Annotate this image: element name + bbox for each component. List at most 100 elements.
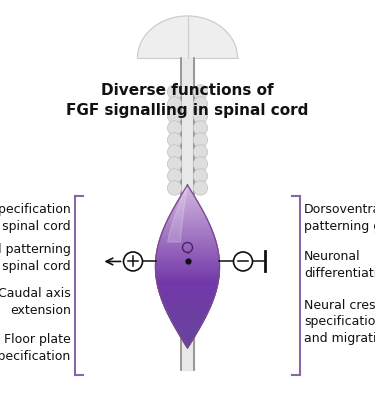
Polygon shape: [176, 203, 199, 204]
Polygon shape: [156, 253, 219, 254]
Polygon shape: [158, 246, 218, 248]
Circle shape: [193, 157, 208, 171]
Polygon shape: [157, 249, 218, 250]
Polygon shape: [167, 219, 208, 220]
Circle shape: [167, 109, 182, 123]
Polygon shape: [156, 269, 219, 270]
Polygon shape: [159, 291, 216, 292]
Polygon shape: [158, 286, 218, 287]
Polygon shape: [157, 283, 218, 284]
Polygon shape: [167, 313, 208, 314]
Polygon shape: [183, 341, 192, 342]
Polygon shape: [168, 218, 207, 219]
Polygon shape: [159, 239, 216, 241]
Polygon shape: [164, 227, 211, 228]
Polygon shape: [174, 205, 201, 207]
Polygon shape: [163, 302, 212, 303]
Polygon shape: [156, 279, 219, 280]
Polygon shape: [156, 272, 219, 273]
Polygon shape: [156, 256, 219, 257]
Polygon shape: [160, 296, 214, 298]
Polygon shape: [157, 252, 218, 253]
Circle shape: [193, 181, 208, 195]
Polygon shape: [179, 197, 196, 198]
Polygon shape: [168, 188, 187, 242]
Polygon shape: [169, 315, 206, 317]
Circle shape: [123, 252, 142, 271]
Polygon shape: [156, 277, 219, 279]
Polygon shape: [181, 337, 194, 338]
Polygon shape: [174, 326, 201, 328]
Polygon shape: [186, 186, 189, 188]
Circle shape: [193, 133, 208, 147]
Polygon shape: [158, 284, 218, 286]
Polygon shape: [177, 330, 198, 332]
Polygon shape: [138, 16, 237, 58]
Circle shape: [193, 169, 208, 183]
Polygon shape: [187, 185, 188, 186]
Polygon shape: [178, 333, 196, 334]
Circle shape: [167, 97, 182, 111]
Circle shape: [193, 97, 208, 111]
Polygon shape: [156, 261, 219, 262]
Polygon shape: [159, 290, 216, 291]
Polygon shape: [179, 334, 196, 336]
Circle shape: [193, 109, 208, 123]
Polygon shape: [160, 294, 215, 295]
Polygon shape: [162, 232, 213, 234]
Polygon shape: [164, 226, 211, 227]
Polygon shape: [162, 299, 213, 300]
Circle shape: [167, 85, 182, 99]
Polygon shape: [187, 347, 188, 348]
Polygon shape: [171, 211, 204, 212]
Circle shape: [234, 252, 252, 271]
Polygon shape: [186, 345, 189, 347]
Polygon shape: [160, 238, 215, 239]
Polygon shape: [156, 260, 219, 261]
Polygon shape: [167, 220, 208, 222]
Polygon shape: [158, 288, 217, 290]
Circle shape: [193, 145, 208, 159]
Polygon shape: [171, 212, 204, 214]
Polygon shape: [164, 306, 211, 307]
Polygon shape: [165, 224, 210, 226]
Text: Caudal patterning
of spinal cord: Caudal patterning of spinal cord: [0, 243, 71, 273]
Polygon shape: [182, 338, 194, 340]
Polygon shape: [156, 254, 219, 256]
Polygon shape: [170, 317, 206, 318]
Polygon shape: [167, 311, 208, 313]
Polygon shape: [170, 214, 205, 215]
Polygon shape: [157, 280, 218, 282]
Polygon shape: [163, 303, 212, 304]
Polygon shape: [156, 270, 219, 272]
Polygon shape: [183, 190, 192, 192]
Polygon shape: [185, 188, 190, 189]
Polygon shape: [162, 231, 213, 232]
Polygon shape: [156, 275, 219, 276]
Polygon shape: [184, 189, 191, 190]
Polygon shape: [172, 210, 203, 211]
Polygon shape: [169, 216, 206, 218]
Text: Floor plate
specification: Floor plate specification: [0, 333, 71, 363]
Circle shape: [167, 145, 182, 159]
Polygon shape: [185, 344, 190, 345]
Circle shape: [193, 85, 208, 99]
Polygon shape: [166, 222, 209, 223]
Circle shape: [167, 169, 182, 183]
Polygon shape: [165, 307, 210, 309]
Polygon shape: [180, 196, 195, 197]
Polygon shape: [160, 235, 214, 237]
Polygon shape: [156, 268, 219, 269]
Polygon shape: [176, 329, 199, 330]
Polygon shape: [166, 310, 209, 311]
Polygon shape: [159, 242, 216, 244]
Text: Specification
of spinal cord: Specification of spinal cord: [0, 203, 71, 233]
Polygon shape: [178, 198, 196, 200]
Polygon shape: [163, 230, 212, 231]
Polygon shape: [173, 208, 202, 210]
Polygon shape: [180, 336, 195, 337]
Text: Caudal axis
extension: Caudal axis extension: [0, 287, 71, 317]
Text: Diverse functions of
FGF signalling in spinal cord: Diverse functions of FGF signalling in s…: [66, 83, 309, 118]
Polygon shape: [156, 257, 219, 258]
Polygon shape: [178, 200, 197, 201]
